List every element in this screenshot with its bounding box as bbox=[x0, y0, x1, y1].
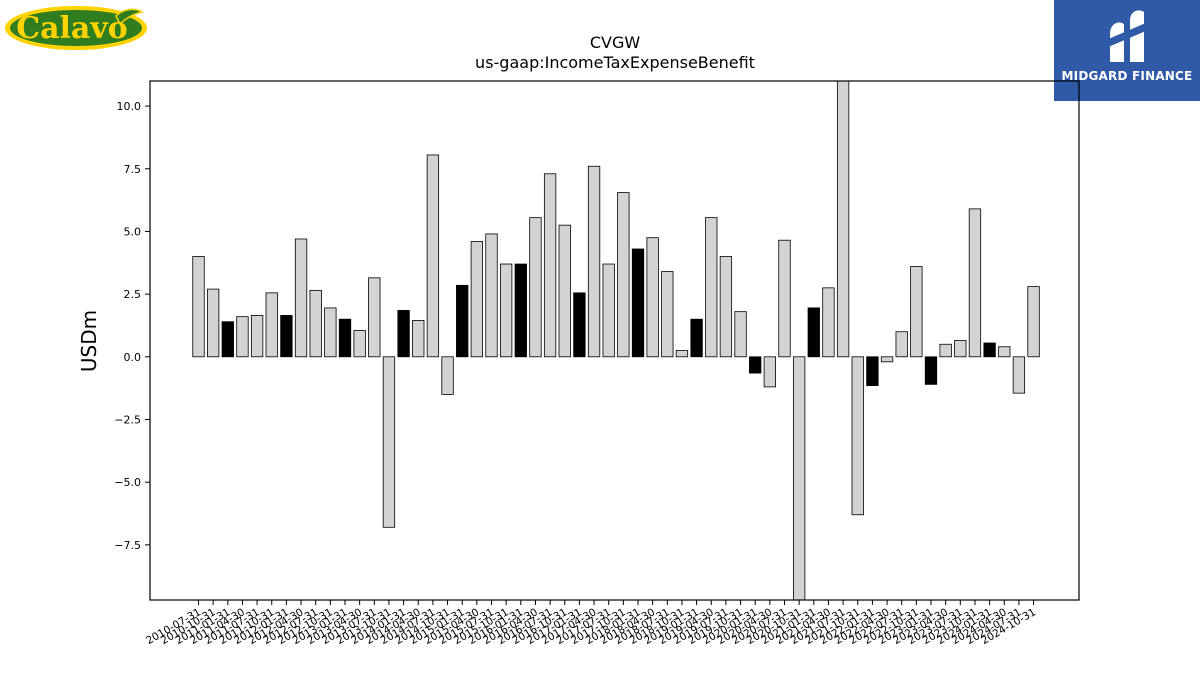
x-axis-ticks: 2010-07-312010-10-312011-01-312011-04-30… bbox=[144, 600, 1038, 647]
bar bbox=[587, 165, 601, 358]
bar bbox=[294, 238, 308, 358]
bar bbox=[192, 256, 205, 358]
bar bbox=[954, 340, 967, 358]
calavo-logo-graphic: Calavo bbox=[5, 6, 147, 50]
y-tick-label: 7.5 bbox=[124, 163, 142, 176]
bar bbox=[778, 239, 791, 358]
bar bbox=[456, 284, 469, 358]
bar bbox=[880, 356, 894, 363]
bar bbox=[646, 237, 659, 358]
bar bbox=[1027, 286, 1040, 358]
chart-subtitle: us-gaap:IncomeTaxExpenseBenefit bbox=[475, 53, 755, 72]
bar bbox=[558, 224, 571, 358]
bar bbox=[368, 277, 381, 358]
bar bbox=[412, 320, 425, 358]
chart-title: CVGW bbox=[590, 33, 641, 52]
bar bbox=[382, 356, 396, 528]
bar bbox=[221, 321, 234, 358]
bar bbox=[324, 307, 337, 358]
bar bbox=[1012, 356, 1026, 394]
bar bbox=[397, 310, 410, 358]
leaf-icon bbox=[115, 8, 144, 26]
bar bbox=[470, 241, 484, 358]
y-axis-ticks: −7.5 −5.0 −2.5 0.0 2.5 5.0 7.5 10.0 bbox=[114, 100, 150, 552]
y-tick-label: −2.5 bbox=[114, 413, 141, 426]
bar bbox=[631, 248, 645, 358]
bar bbox=[543, 173, 557, 358]
bar bbox=[983, 342, 996, 358]
calavo-logo-inner-oval bbox=[10, 10, 142, 46]
y-tick-label: 0.0 bbox=[124, 351, 142, 364]
calavo-logo: Calavo bbox=[4, 4, 148, 52]
bar bbox=[998, 346, 1011, 358]
bar bbox=[250, 315, 264, 358]
bar bbox=[924, 356, 938, 385]
bar bbox=[265, 292, 278, 358]
bar bbox=[573, 292, 586, 358]
bar bbox=[705, 217, 718, 358]
bar bbox=[895, 331, 908, 358]
bar bbox=[309, 289, 322, 358]
bar bbox=[822, 287, 835, 358]
bar bbox=[514, 263, 527, 358]
bar bbox=[617, 192, 630, 358]
bar bbox=[499, 263, 513, 358]
y-tick-label: 2.5 bbox=[124, 288, 142, 301]
bar bbox=[675, 350, 689, 358]
y-tick-label: 5.0 bbox=[124, 225, 142, 238]
bar bbox=[353, 330, 366, 358]
bar bbox=[441, 356, 454, 395]
bar bbox=[602, 263, 615, 358]
midgard-emblem-icon bbox=[1106, 10, 1148, 63]
midgard-logo-text: MIDGARD FINANCE bbox=[1061, 69, 1193, 83]
y-tick-label: 10.0 bbox=[117, 100, 142, 113]
bar bbox=[485, 233, 498, 358]
bar bbox=[280, 315, 293, 358]
bar bbox=[851, 356, 864, 516]
y-axis-label: USDm bbox=[77, 310, 101, 372]
bar bbox=[836, 80, 850, 358]
bar bbox=[529, 217, 542, 358]
bar bbox=[426, 154, 440, 358]
bar bbox=[807, 307, 820, 358]
bar bbox=[939, 343, 952, 358]
plot-frame bbox=[149, 80, 1080, 601]
bar bbox=[734, 311, 747, 358]
calavo-logo-text: Calavo bbox=[16, 11, 128, 46]
bar bbox=[793, 356, 806, 601]
bar bbox=[968, 208, 982, 358]
y-tick-label: −7.5 bbox=[114, 539, 141, 552]
bar bbox=[661, 271, 674, 358]
bar bbox=[719, 256, 733, 358]
y-tick-label: −5.0 bbox=[114, 476, 141, 489]
bar bbox=[338, 318, 352, 358]
bars-group bbox=[192, 80, 1040, 601]
bar bbox=[910, 266, 923, 358]
bar bbox=[236, 316, 249, 358]
midgard-finance-logo: MIDGARD FINANCE bbox=[1054, 0, 1200, 101]
bar bbox=[763, 356, 776, 388]
bar bbox=[749, 356, 762, 374]
bar bbox=[206, 288, 220, 358]
bar bbox=[690, 318, 703, 358]
bar bbox=[866, 356, 879, 387]
